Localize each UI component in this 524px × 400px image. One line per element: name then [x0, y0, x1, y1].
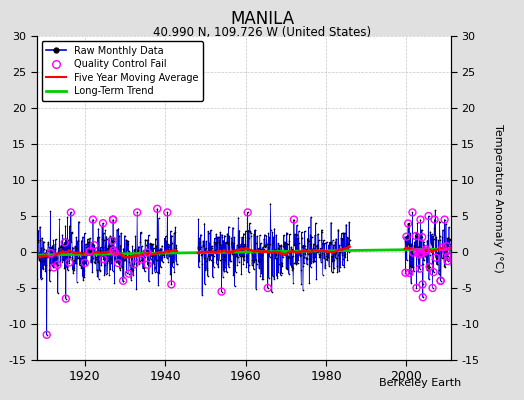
Point [65, 259, 73, 266]
Point [42, 332, 51, 338]
Text: MANILA: MANILA [230, 10, 294, 28]
Point [163, 209, 171, 216]
Point [137, 256, 145, 263]
Point [108, 238, 116, 244]
Point [111, 249, 119, 256]
Point [442, 243, 451, 250]
Point [405, 270, 413, 276]
Point [167, 281, 176, 288]
Point [114, 260, 122, 266]
Point [81, 260, 89, 266]
Point [440, 216, 449, 223]
Point [217, 288, 226, 295]
Point [425, 264, 434, 270]
Point [130, 261, 139, 268]
Point [442, 248, 451, 255]
Point [417, 250, 425, 257]
Point [424, 213, 433, 219]
Point [436, 278, 445, 284]
Point [109, 247, 117, 254]
Point [412, 233, 420, 239]
Text: 40.990 N, 109.726 W (United States): 40.990 N, 109.726 W (United States) [153, 26, 371, 39]
Point [416, 251, 424, 258]
Text: Berkeley Earth: Berkeley Earth [379, 378, 461, 388]
Point [143, 249, 151, 256]
Point [244, 209, 252, 216]
Point [414, 251, 423, 257]
Point [90, 242, 99, 248]
Point [449, 256, 457, 262]
Point [67, 209, 75, 216]
Point [99, 220, 107, 226]
Legend: Raw Monthly Data, Quality Control Fail, Five Year Moving Average, Long-Term Tren: Raw Monthly Data, Quality Control Fail, … [41, 41, 203, 101]
Point [419, 294, 427, 300]
Point [125, 270, 133, 277]
Point [109, 216, 117, 223]
Point [144, 262, 152, 268]
Point [264, 285, 272, 291]
Point [421, 248, 430, 254]
Point [432, 254, 440, 261]
Point [428, 285, 436, 291]
Point [404, 220, 412, 227]
Point [422, 246, 430, 252]
Point [47, 250, 55, 256]
Point [62, 296, 70, 302]
Point [444, 253, 452, 260]
Point [119, 278, 127, 284]
Point [408, 209, 417, 216]
Point [439, 244, 447, 251]
Point [153, 206, 161, 212]
Point [412, 285, 421, 291]
Point [429, 269, 438, 275]
Point [416, 216, 424, 223]
Point [133, 209, 141, 216]
Point [85, 248, 94, 255]
Point [436, 278, 445, 284]
Point [61, 239, 69, 246]
Point [53, 262, 62, 268]
Point [109, 216, 117, 223]
Point [443, 258, 452, 264]
Point [89, 216, 97, 223]
Point [409, 249, 417, 256]
Point [418, 234, 427, 240]
Point [416, 266, 424, 272]
Point [50, 264, 58, 271]
Point [430, 216, 439, 223]
Point [418, 281, 427, 288]
Point [290, 216, 298, 223]
Point [99, 256, 107, 262]
Point [401, 270, 410, 276]
Point [402, 234, 411, 240]
Y-axis label: Temperature Anomaly (°C): Temperature Anomaly (°C) [493, 124, 503, 272]
Point [413, 249, 421, 255]
